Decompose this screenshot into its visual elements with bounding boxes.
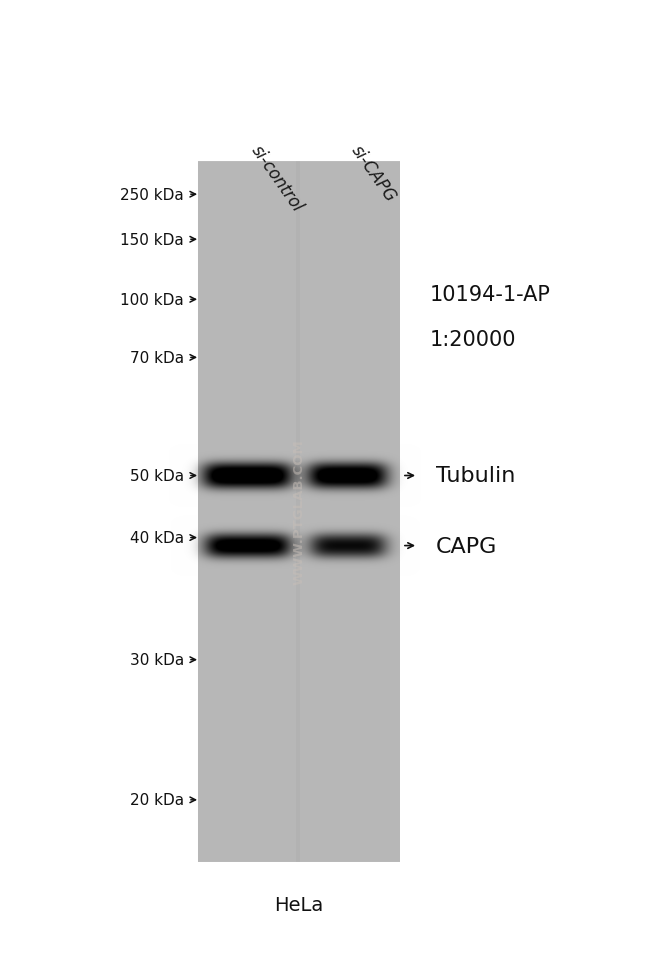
Text: 30 kDa: 30 kDa bbox=[130, 653, 184, 668]
Text: 100 kDa: 100 kDa bbox=[120, 292, 184, 308]
Text: CAPG: CAPG bbox=[436, 536, 497, 556]
Text: 70 kDa: 70 kDa bbox=[130, 351, 184, 365]
Text: si-CAPG: si-CAPG bbox=[348, 141, 400, 206]
Text: 20 kDa: 20 kDa bbox=[130, 793, 184, 807]
Text: 150 kDa: 150 kDa bbox=[120, 233, 184, 248]
Text: HeLa: HeLa bbox=[274, 895, 324, 914]
Text: 250 kDa: 250 kDa bbox=[120, 187, 184, 203]
Text: 40 kDa: 40 kDa bbox=[130, 530, 184, 546]
Text: 1:20000: 1:20000 bbox=[430, 330, 517, 350]
Text: WWW.PTGLAB.COM: WWW.PTGLAB.COM bbox=[292, 439, 306, 585]
Text: 50 kDa: 50 kDa bbox=[130, 469, 184, 483]
Text: 10194-1-AP: 10194-1-AP bbox=[430, 285, 551, 305]
Text: si-control: si-control bbox=[248, 141, 307, 215]
Text: Tubulin: Tubulin bbox=[436, 466, 515, 486]
